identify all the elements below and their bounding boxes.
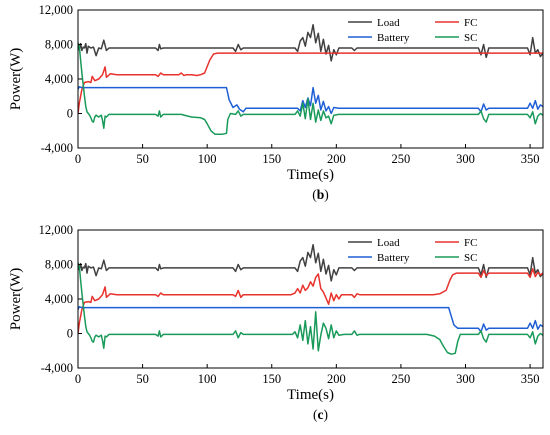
legend-label-load: Load [377,237,400,249]
y-tick-label: -4,000 [41,361,73,375]
x-tick-label: 350 [521,152,540,166]
caption-close: ) [324,407,329,422]
x-tick-label: 100 [198,372,217,386]
y-axis-label: Power(W) [8,268,24,330]
y-tick-label: 8,000 [45,258,73,272]
legend-label-sc: SC [464,32,477,44]
legend-label-battery: Battery [377,252,410,264]
caption-close: ) [324,187,329,202]
y-tick-label: -4,000 [41,141,73,155]
x-tick-label: 300 [456,152,475,166]
x-tick-label: 0 [75,372,81,386]
series-line-battery [78,306,543,333]
y-tick-label: 8,000 [45,38,73,52]
x-tick-label: 100 [198,152,217,166]
legend-label-sc: SC [464,252,477,264]
x-tick-label: 250 [392,372,411,386]
caption-open: ( [312,187,317,202]
legend-label-load: Load [377,17,400,29]
x-tick-label: 150 [262,152,281,166]
y-tick-label: 12,000 [39,223,73,237]
legend-label-fc: FC [464,237,477,249]
y-tick-label: 0 [67,107,73,121]
x-tick-label: 50 [136,152,149,166]
x-tick-label: 350 [521,372,540,386]
y-tick-label: 12,000 [39,3,73,17]
series-line-load [78,243,543,282]
x-tick-label: 0 [75,152,81,166]
series-line-load [78,23,543,62]
x-tick-label: 50 [136,372,149,386]
x-tick-label: 150 [262,372,281,386]
x-tick-label: 200 [327,372,346,386]
y-axis-label: Power(W) [8,48,24,110]
y-tick-label: 4,000 [45,72,73,86]
panel-caption: (b) [312,187,329,202]
x-axis-label: Time(s) [287,387,334,403]
x-tick-label: 250 [392,152,411,166]
x-tick-label: 300 [456,372,475,386]
caption-open: ( [313,407,318,422]
caption-letter: c [318,407,324,422]
series-line-sc [78,262,543,355]
legend-label-fc: FC [464,17,477,29]
caption-letter: b [317,187,325,202]
series-line-sc [78,42,543,135]
plot-frame [77,229,544,369]
series-line-fc [78,268,543,334]
panel-caption: (c) [313,407,328,422]
x-tick-label: 200 [327,152,346,166]
plot-frame [77,9,544,149]
series-line-fc [78,52,543,114]
series-line-battery [78,86,543,115]
y-tick-label: 0 [67,327,73,341]
y-tick-label: 4,000 [45,292,73,306]
x-axis-label: Time(s) [287,167,334,183]
legend-label-battery: Battery [377,32,410,44]
